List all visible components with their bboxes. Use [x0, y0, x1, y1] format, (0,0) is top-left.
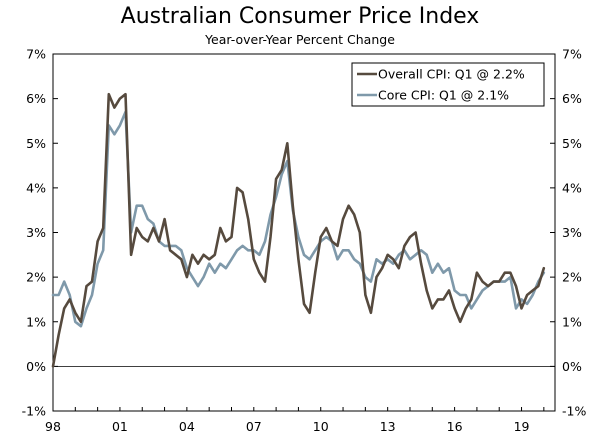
y-tick-label-right: 1% [562, 314, 582, 329]
x-tick-label: 10 [313, 419, 329, 434]
plot-frame [52, 53, 556, 412]
y-tick-label-left: 2% [26, 270, 46, 285]
legend-box [351, 62, 545, 107]
y-tick-label-right: 5% [562, 136, 582, 151]
series-layer [51, 92, 546, 368]
y-tick-label-right: 3% [562, 225, 582, 240]
y-tick-label-right: -1% [562, 404, 586, 419]
x-tick-label: 98 [45, 419, 61, 434]
legend-label-core: Core CPI: Q1 @ 2.1% [378, 88, 509, 103]
y-tick-label-right: 0% [562, 359, 582, 374]
x-tick-label: 07 [246, 419, 262, 434]
series-line-overall-cpi [51, 92, 546, 368]
y-tick-label-left: 1% [26, 314, 46, 329]
y-axis-left: -1% 0% 1% 2% 3% 4% 5% 6% 7% [22, 47, 58, 419]
chart-title: Australian Consumer Price Index [120, 4, 480, 29]
x-tick-label: 01 [112, 419, 128, 434]
x-axis: 98 01 04 07 10 13 16 19 [45, 407, 545, 434]
y-tick-label-right: 2% [562, 270, 582, 285]
chart-subtitle: Year-over-Year Percent Change [205, 32, 395, 47]
legend: Overall CPI: Q1 @ 2.2% Core CPI: Q1 @ 2.… [351, 62, 545, 107]
y-tick-label-left: 5% [26, 136, 46, 151]
x-tick-label: 13 [380, 419, 396, 434]
y-tick-label-left: 6% [26, 91, 46, 106]
x-tick-label: 19 [514, 419, 530, 434]
y-tick-label-left: 4% [26, 180, 46, 195]
y-tick-label-left: -1% [22, 404, 46, 419]
y-tick-label-left: 0% [26, 359, 46, 374]
series-line-core-cpi [51, 110, 546, 328]
y-tick-label-right: 4% [562, 180, 582, 195]
y-tick-label-left: 3% [26, 225, 46, 240]
y-axis-right: -1% 0% 1% 2% 3% 4% 5% 6% 7% [550, 47, 586, 419]
y-tick-label-right: 6% [562, 91, 582, 106]
y-tick-label-left: 7% [26, 47, 46, 62]
legend-label-overall: Overall CPI: Q1 @ 2.2% [378, 67, 525, 82]
x-tick-label: 16 [447, 419, 463, 434]
x-tick-label: 04 [179, 419, 195, 434]
y-tick-label-right: 7% [562, 47, 582, 62]
